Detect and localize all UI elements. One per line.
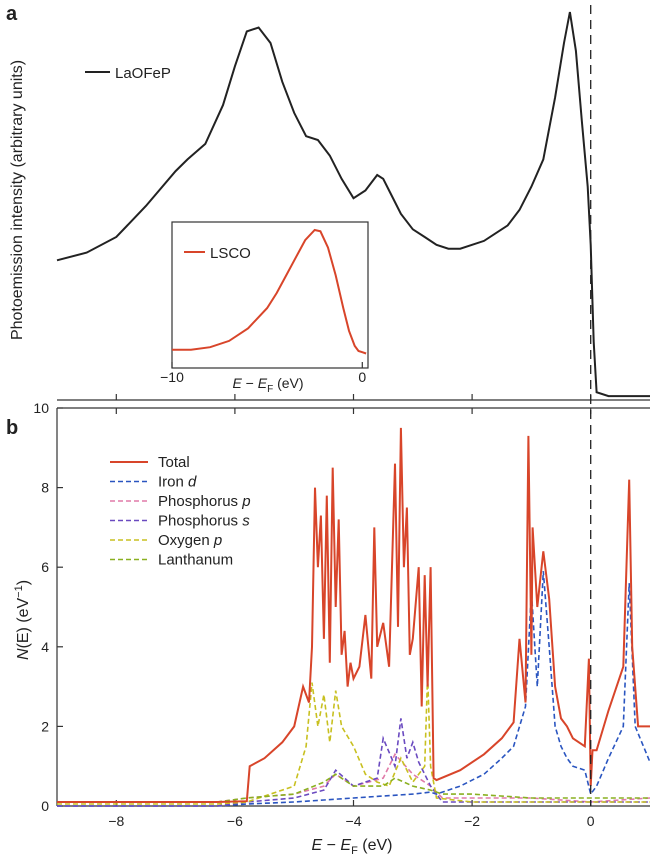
panel-b-y-ticks: 0 2 4 6 8 10 [33, 400, 63, 814]
inset-frame [171, 221, 369, 369]
series-line-oxygen-p [57, 674, 650, 805]
panel-b-x-tick-label: −2 [464, 813, 480, 829]
panel-b-x-tick-label: −8 [108, 813, 124, 829]
inset-x-tick-label: −10 [160, 369, 184, 385]
panel-b-x-axis-label: E − EF (eV) [312, 837, 393, 857]
legend-lsco: LSCO [184, 245, 251, 262]
panel-label-a: a [6, 3, 18, 25]
panel-a-plot: Photoemission intensity (arbitrary units… [9, 11, 650, 401]
inset-x-ticks: −10 0 [160, 362, 366, 385]
panel-b-x-tick-label: 0 [587, 813, 595, 829]
inset-plot: −10 0 LSCO E − EF (eV) [160, 221, 369, 395]
series-line-iron-d [57, 571, 650, 807]
legend-label-total: Total [158, 454, 190, 471]
legend-label-lsco: LSCO [210, 245, 251, 262]
legend-label-phosphorus-s: Phosphorus s [158, 513, 250, 530]
panel-b-y-axis-label: N(E) (eV−1) [13, 580, 32, 660]
panel-b-y-tick-label: 10 [33, 400, 49, 416]
series-line-laofep [56, 11, 650, 398]
legend-label-phosphorus-p: Phosphorus p [158, 493, 251, 510]
panel-b-x-tick-label: −4 [346, 813, 362, 829]
series-line-lsco [172, 228, 367, 355]
series-line-total [57, 427, 650, 803]
series-line-lanthanum [57, 773, 650, 803]
legend-label-oxygen-p: Oxygen p [158, 532, 222, 549]
legend-label-laofep: LaOFeP [115, 65, 171, 82]
panel-b-plot: −8 −6 −4 −2 0 0 2 4 6 8 10 Total Iron d Phosphorus … [13, 400, 650, 857]
panel-label-b: b [6, 417, 18, 439]
panel-b-x-ticks: −8 −6 −4 −2 0 [108, 408, 595, 829]
panel-b-y-tick-label: 8 [41, 480, 49, 496]
inset-x-axis-label: E − EF (eV) [232, 375, 303, 395]
panel-a-x-ticks [115, 394, 592, 400]
series-line-phosphorus-p [57, 752, 650, 803]
inset-x-tick-label: 0 [358, 369, 366, 385]
panel-b-y-tick-label: 0 [41, 798, 49, 814]
legend-label-iron-d: Iron d [158, 474, 197, 491]
panel-a-y-axis-label: Photoemission intensity (arbitrary units… [9, 60, 26, 340]
legend-laofep: LaOFeP [85, 65, 171, 82]
panel-b-legend: Total Iron d Phosphorus p Phosphorus s Oxyge… [110, 454, 251, 569]
series-line-phosphorus-s [57, 718, 650, 807]
panel-b-y-tick-label: 2 [41, 718, 49, 734]
panel-b-series [57, 427, 650, 807]
legend-label-lanthanum: Lanthanum [158, 552, 233, 569]
panel-b-x-tick-label: −6 [227, 813, 243, 829]
panel-b-y-tick-label: 4 [41, 639, 49, 655]
panel-b-y-tick-label: 6 [41, 559, 49, 575]
